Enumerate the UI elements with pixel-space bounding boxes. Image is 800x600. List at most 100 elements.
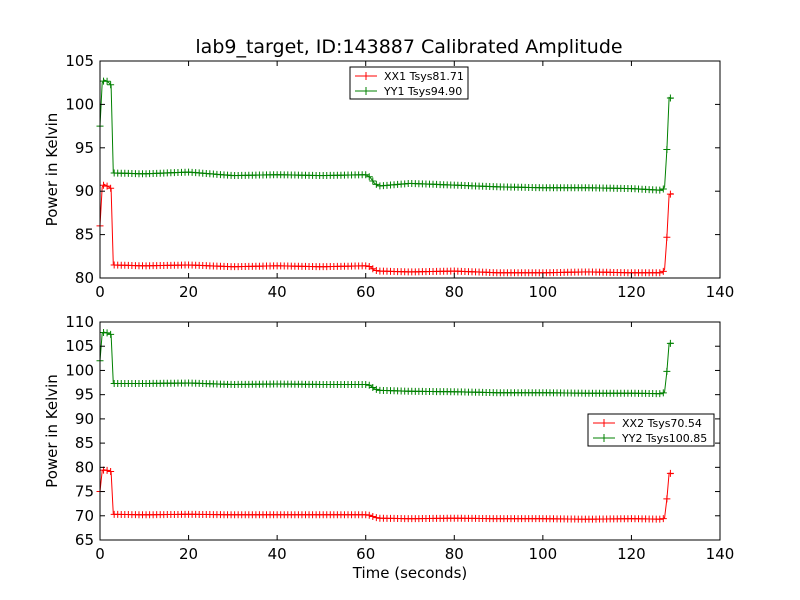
- y-axis-label: Power in Kelvin: [43, 113, 61, 227]
- data-point: [666, 469, 674, 477]
- x-tick-label: 60: [356, 283, 375, 301]
- data-point: [369, 177, 377, 185]
- data-point: [663, 233, 671, 241]
- y-tick-label: 100: [65, 95, 94, 113]
- legend-label: XX2 Tsys70.54: [622, 417, 702, 430]
- legend-marker: [362, 72, 370, 80]
- y-tick-label: 95: [75, 386, 94, 404]
- data-point: [663, 495, 671, 503]
- legend: XX1 Tsys81.71 YY1 Tsys94.90: [349, 66, 469, 100]
- y-tick-label: 105: [65, 337, 94, 355]
- x-tick-label: 80: [445, 545, 464, 563]
- y-tick-label: 95: [75, 139, 94, 157]
- y-tick-label: 70: [75, 507, 94, 525]
- series-line-xx2: [99, 469, 674, 520]
- legend-box: [349, 66, 469, 100]
- bottom-subplot: 0 20 40 60 80 100 120 140 65 70 75 80 85 90 95 100 105 11…: [43, 313, 734, 582]
- series-markers: [96, 181, 674, 277]
- data-point: [656, 390, 664, 398]
- series-markers: [96, 329, 674, 398]
- data-point: [656, 515, 664, 523]
- data-point: [372, 385, 380, 393]
- data-point: [365, 381, 373, 389]
- top-subplot: 0 20 40 60 80 100 120 140 80 85 90 95 100 105 Power in…: [43, 52, 734, 301]
- data-point: [659, 515, 667, 523]
- x-axis-label: Time (seconds): [352, 564, 468, 582]
- x-tick-label: 140: [706, 283, 735, 301]
- data-point: [365, 511, 373, 519]
- data-point: [107, 468, 115, 475]
- x-tick-label: 20: [179, 545, 198, 563]
- data-point: [362, 380, 370, 388]
- y-axis-label: Power in Kelvin: [43, 374, 61, 488]
- data-point: [659, 389, 667, 397]
- series-line-yy2: [99, 331, 674, 395]
- data-point: [107, 184, 115, 192]
- data-point: [372, 267, 380, 275]
- x-tick-label: 20: [179, 283, 198, 301]
- x-tick-label: 100: [529, 545, 558, 563]
- data-point: [666, 339, 674, 347]
- data-point: [659, 185, 667, 193]
- legend-marker: [600, 434, 608, 442]
- x-tick-label: 100: [529, 283, 558, 301]
- data-point: [100, 181, 108, 189]
- y-tick-label: 85: [75, 434, 94, 452]
- data-point: [666, 190, 674, 198]
- data-point: [663, 367, 671, 375]
- data-point: [103, 182, 111, 190]
- legend-label: YY2 Tsys100.85: [621, 432, 707, 445]
- x-tick-label: 0: [95, 545, 105, 563]
- y-tick-label: 110: [65, 313, 94, 331]
- legend-label: XX1 Tsys81.71: [384, 70, 464, 83]
- legend-box: [587, 413, 715, 447]
- y-tick-label: 65: [75, 531, 94, 549]
- data-point: [103, 77, 111, 85]
- data-point: [372, 514, 380, 522]
- data-point: [659, 267, 667, 275]
- series-markers: [96, 466, 674, 523]
- y-tick-label: 80: [75, 269, 94, 287]
- data-point: [656, 186, 664, 194]
- y-tick-label: 90: [75, 182, 94, 200]
- data-point: [365, 173, 373, 181]
- x-tick-label: 60: [356, 545, 375, 563]
- plot-frame: [99, 60, 721, 279]
- data-point: [666, 94, 674, 102]
- data-point: [369, 512, 377, 520]
- y-tick-label: 100: [65, 361, 94, 379]
- x-tick-label: 140: [706, 545, 735, 563]
- x-tick-label: 40: [268, 545, 287, 563]
- y-tick-label: 85: [75, 226, 94, 244]
- data-point: [107, 330, 115, 338]
- y-tick-label: 80: [75, 458, 94, 476]
- data-point: [372, 180, 380, 188]
- series-line-xx1: [99, 183, 674, 274]
- chart-title: lab9_target, ID:143887 Calibrated Amplit…: [195, 36, 622, 58]
- data-point: [365, 263, 373, 271]
- y-tick-label: 105: [65, 52, 94, 70]
- x-tick-label: 0: [95, 283, 105, 301]
- x-tick-label: 120: [617, 545, 646, 563]
- x-tick-label: 80: [445, 283, 464, 301]
- data-point: [369, 265, 377, 273]
- data-point: [663, 146, 671, 154]
- legend-label: YY1 Tsys94.90: [383, 85, 462, 98]
- x-tick-label: 120: [617, 283, 646, 301]
- x-tick-label: 40: [268, 283, 287, 301]
- legend-marker: [600, 419, 608, 427]
- data-point: [103, 329, 111, 337]
- legend: XX2 Tsys70.54 YY2 Tsys100.85: [587, 413, 715, 447]
- plot-frame: [99, 321, 721, 541]
- data-point: [103, 466, 111, 474]
- data-point: [107, 81, 115, 89]
- series-markers: [96, 77, 674, 194]
- data-point: [362, 262, 370, 270]
- y-tick-label: 75: [75, 483, 94, 501]
- legend-marker: [362, 87, 370, 95]
- data-point: [369, 383, 377, 391]
- data-point: [362, 171, 370, 179]
- y-tick-label: 90: [75, 410, 94, 428]
- data-point: [656, 269, 664, 277]
